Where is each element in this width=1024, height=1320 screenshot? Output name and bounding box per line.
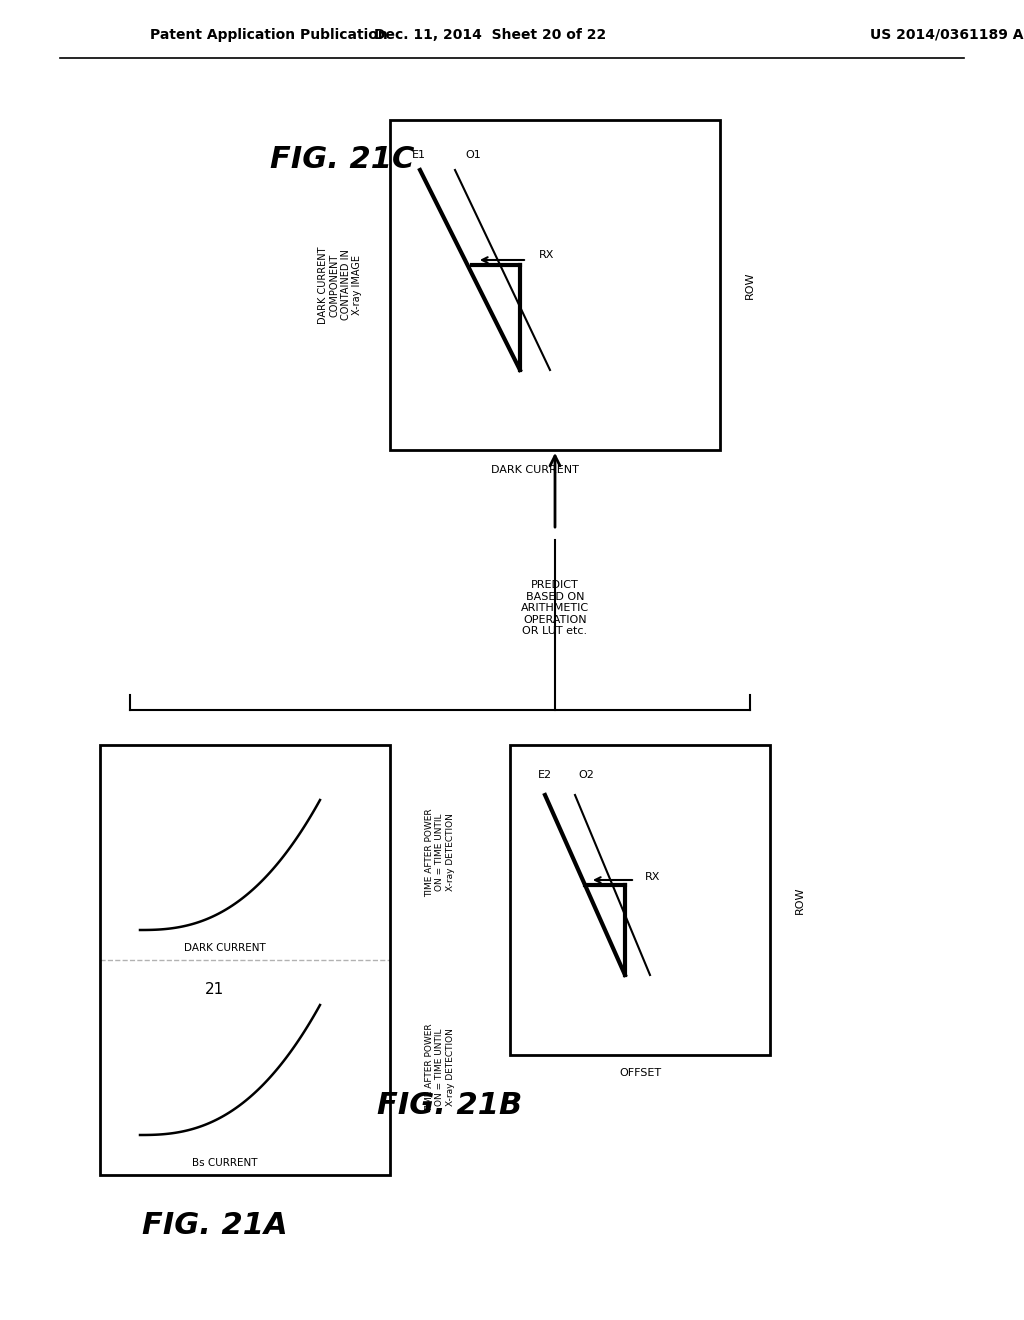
Text: FIG. 21C: FIG. 21C xyxy=(270,145,415,174)
Text: ROW: ROW xyxy=(745,271,755,298)
Text: DARK CURRENT
COMPONENT
CONTAINED IN
X-ray IMAGE: DARK CURRENT COMPONENT CONTAINED IN X-ra… xyxy=(317,247,362,323)
Text: ROW: ROW xyxy=(795,886,805,913)
Bar xyxy=(510,744,770,1055)
Text: US 2014/0361189 A1: US 2014/0361189 A1 xyxy=(870,28,1024,42)
Text: Bs CURRENT: Bs CURRENT xyxy=(193,1158,258,1168)
Text: E1: E1 xyxy=(412,150,426,160)
Text: TIME AFTER POWER
ON = TIME UNTIL
X-ray DETECTION: TIME AFTER POWER ON = TIME UNTIL X-ray D… xyxy=(425,808,455,896)
Text: DARK CURRENT: DARK CURRENT xyxy=(492,465,579,475)
Text: RX: RX xyxy=(540,249,555,260)
Text: PREDICT
BASED ON
ARITHMETIC
OPERATION
OR LUT etc.: PREDICT BASED ON ARITHMETIC OPERATION OR… xyxy=(521,579,589,636)
Text: O2: O2 xyxy=(578,770,594,780)
Text: RX: RX xyxy=(645,873,660,882)
Text: DARK CURRENT: DARK CURRENT xyxy=(184,942,266,953)
Bar xyxy=(390,120,720,450)
Bar xyxy=(100,744,390,1175)
Text: FIG. 21B: FIG. 21B xyxy=(378,1090,522,1119)
Text: 21: 21 xyxy=(206,982,224,998)
Text: TIME AFTER POWER
ON = TIME UNTIL
X-ray DETECTION: TIME AFTER POWER ON = TIME UNTIL X-ray D… xyxy=(425,1023,455,1111)
Text: OFFSET: OFFSET xyxy=(618,1068,662,1078)
Text: Dec. 11, 2014  Sheet 20 of 22: Dec. 11, 2014 Sheet 20 of 22 xyxy=(374,28,606,42)
Text: Patent Application Publication: Patent Application Publication xyxy=(150,28,388,42)
Text: FIG. 21A: FIG. 21A xyxy=(142,1210,288,1239)
Text: E2: E2 xyxy=(538,770,552,780)
Text: O1: O1 xyxy=(465,150,480,160)
